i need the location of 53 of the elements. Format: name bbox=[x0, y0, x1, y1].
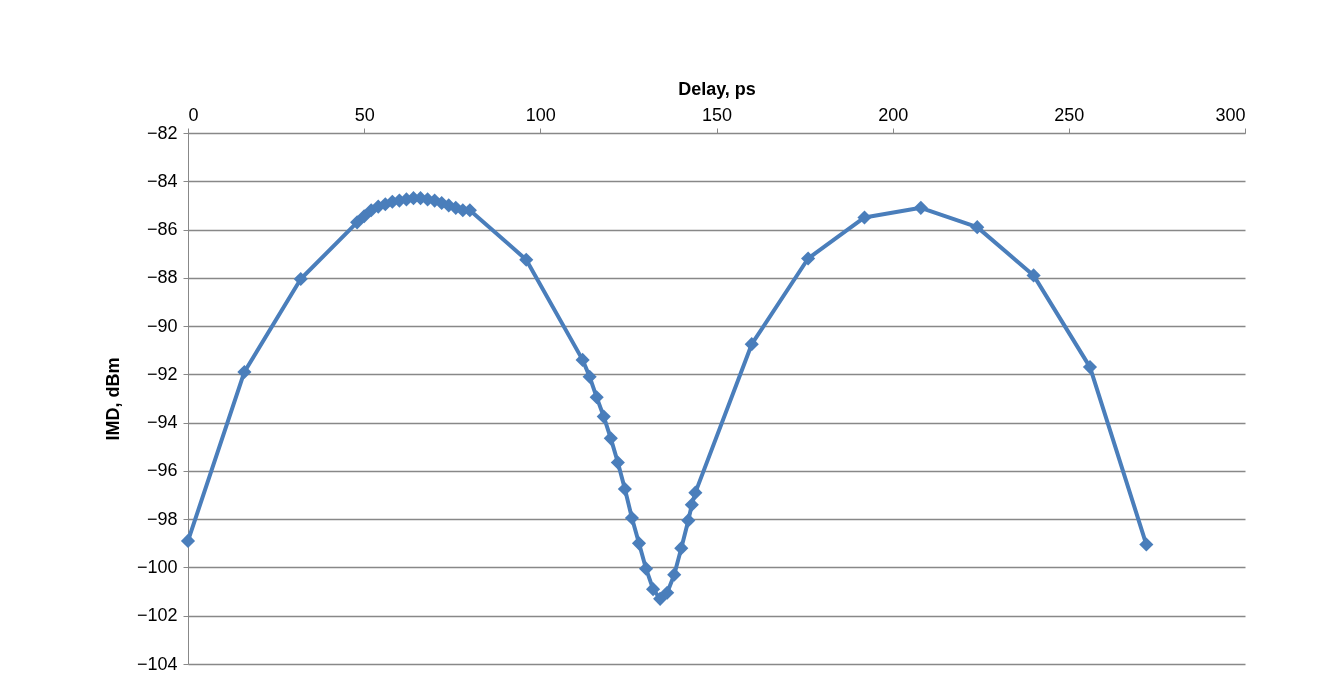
x-tick-label: 200 bbox=[878, 104, 909, 125]
point bbox=[519, 252, 534, 267]
point bbox=[857, 210, 872, 225]
point bbox=[603, 431, 618, 446]
y-tick-label: −84 bbox=[146, 170, 178, 191]
point bbox=[646, 582, 661, 597]
y-tick-label: −96 bbox=[146, 460, 178, 481]
point bbox=[237, 364, 252, 380]
point bbox=[667, 567, 682, 582]
point bbox=[913, 200, 928, 215]
point bbox=[610, 455, 625, 470]
point bbox=[1139, 537, 1154, 552]
point bbox=[631, 536, 647, 551]
y-tick-label: −98 bbox=[146, 508, 178, 529]
point bbox=[582, 369, 597, 384]
x-tick-label: 50 bbox=[354, 104, 375, 125]
point bbox=[688, 485, 703, 500]
point bbox=[617, 481, 632, 497]
point bbox=[180, 533, 196, 548]
x-tick-label: 0 bbox=[188, 104, 199, 125]
point bbox=[970, 220, 985, 235]
point bbox=[684, 497, 699, 512]
y-tick-label: −104 bbox=[136, 653, 178, 674]
y-tick-label: −86 bbox=[146, 219, 178, 240]
x-axis-title: Delay, ps bbox=[678, 78, 756, 99]
point bbox=[674, 541, 689, 556]
point bbox=[357, 209, 372, 224]
point bbox=[575, 352, 590, 367]
y-axis-title: IMD, dBm bbox=[102, 357, 123, 441]
point bbox=[638, 561, 654, 576]
point bbox=[1026, 268, 1041, 283]
point bbox=[681, 513, 696, 528]
point bbox=[660, 585, 675, 600]
point bbox=[624, 510, 640, 526]
y-tick-label: −92 bbox=[146, 363, 178, 384]
y-tick-label: −90 bbox=[146, 315, 178, 336]
y-tick-label: −102 bbox=[136, 605, 178, 626]
x-tick-label: 300 bbox=[1215, 104, 1246, 125]
y-tick-label: −88 bbox=[146, 267, 178, 288]
point bbox=[653, 591, 668, 606]
x-tick-label: 150 bbox=[701, 104, 733, 125]
point bbox=[801, 251, 816, 266]
point bbox=[596, 409, 611, 424]
point bbox=[293, 271, 308, 287]
point bbox=[589, 390, 604, 405]
x-tick-label: 100 bbox=[525, 104, 556, 125]
point bbox=[1082, 360, 1098, 375]
y-tick-label: −94 bbox=[146, 412, 178, 433]
point bbox=[350, 215, 365, 230]
point bbox=[744, 337, 759, 352]
x-tick-label: 250 bbox=[1054, 104, 1085, 125]
y-tick-label: −82 bbox=[146, 122, 178, 143]
y-tick-label: −100 bbox=[136, 556, 178, 577]
